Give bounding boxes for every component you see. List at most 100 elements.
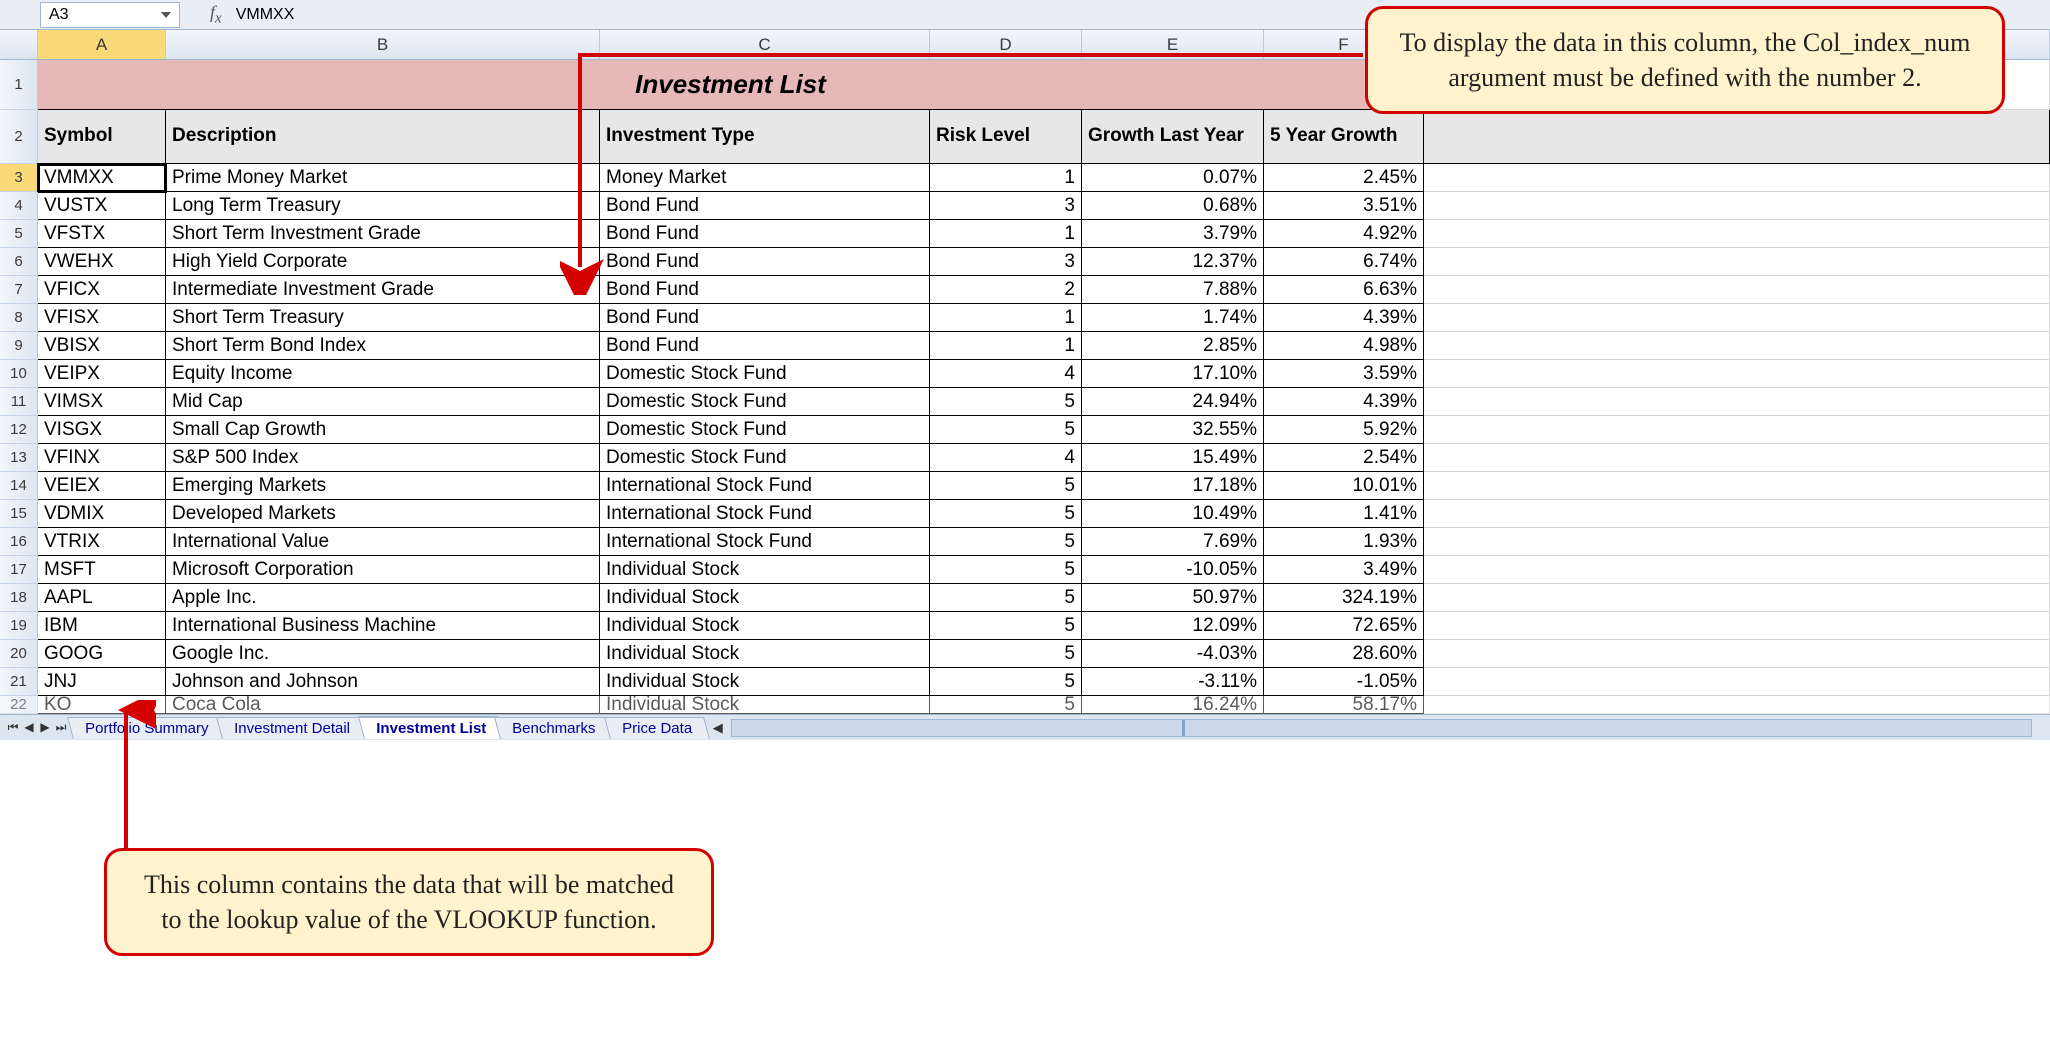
data-cell[interactable]: Bond Fund [600, 192, 930, 220]
blank-cell[interactable] [1424, 668, 2050, 696]
data-cell[interactable]: 2.54% [1264, 444, 1424, 472]
data-cell[interactable]: VFSTX [38, 220, 166, 248]
blank-cell[interactable] [1424, 164, 2050, 192]
column-header[interactable]: Risk Level [930, 110, 1082, 164]
data-cell[interactable]: Google Inc. [166, 640, 600, 668]
row-header[interactable]: 19 [0, 612, 38, 640]
data-cell[interactable]: Emerging Markets [166, 472, 600, 500]
blank-cell[interactable] [1424, 110, 2050, 164]
data-cell[interactable]: -10.05% [1082, 556, 1264, 584]
data-cell[interactable]: 5 [930, 416, 1082, 444]
data-cell[interactable]: 5 [930, 668, 1082, 696]
row-header[interactable]: 18 [0, 584, 38, 612]
data-cell[interactable]: Short Term Treasury [166, 304, 600, 332]
data-cell[interactable]: 32.55% [1082, 416, 1264, 444]
data-cell[interactable]: VEIPX [38, 360, 166, 388]
data-cell[interactable]: VIMSX [38, 388, 166, 416]
row-header[interactable]: 5 [0, 220, 38, 248]
row-header[interactable]: 13 [0, 444, 38, 472]
blank-cell[interactable] [1424, 696, 2050, 714]
data-cell[interactable]: Short Term Investment Grade [166, 220, 600, 248]
data-cell[interactable]: International Business Machine [166, 612, 600, 640]
name-box[interactable]: A3 [40, 2, 180, 28]
col-header-b[interactable]: B [166, 30, 600, 59]
data-cell[interactable]: Individual Stock [600, 612, 930, 640]
data-cell[interactable]: 4 [930, 444, 1082, 472]
table-title[interactable]: Investment List [38, 60, 1424, 110]
data-cell[interactable]: VISGX [38, 416, 166, 444]
h-scrollbar[interactable] [731, 719, 2032, 737]
column-header[interactable]: Description [166, 110, 600, 164]
data-cell[interactable]: 1 [930, 164, 1082, 192]
data-cell[interactable]: VFICX [38, 276, 166, 304]
data-cell[interactable]: 3 [930, 248, 1082, 276]
data-cell[interactable]: 5 [930, 472, 1082, 500]
data-cell[interactable]: VBISX [38, 332, 166, 360]
column-header[interactable]: Investment Type [600, 110, 930, 164]
tab-last-icon[interactable]: ⏭ [54, 720, 68, 735]
data-cell[interactable]: 12.09% [1082, 612, 1264, 640]
row-header[interactable]: 12 [0, 416, 38, 444]
row-header[interactable]: 8 [0, 304, 38, 332]
blank-cell[interactable] [1424, 360, 2050, 388]
data-cell[interactable]: 6.63% [1264, 276, 1424, 304]
tab-next-icon[interactable]: ▶ [38, 720, 52, 735]
sheet-tab[interactable]: Investment Detail [216, 717, 368, 739]
sheet-tab[interactable]: Benchmarks [494, 717, 613, 739]
data-cell[interactable]: 5 [930, 612, 1082, 640]
blank-cell[interactable] [1424, 276, 2050, 304]
row-header[interactable]: 7 [0, 276, 38, 304]
blank-cell[interactable] [1424, 332, 2050, 360]
data-cell[interactable]: Intermediate Investment Grade [166, 276, 600, 304]
data-cell[interactable]: Developed Markets [166, 500, 600, 528]
data-cell[interactable]: 5 [930, 500, 1082, 528]
data-cell[interactable]: Individual Stock [600, 668, 930, 696]
data-cell[interactable]: 1 [930, 332, 1082, 360]
data-cell[interactable]: Domestic Stock Fund [600, 416, 930, 444]
data-cell[interactable]: 3.79% [1082, 220, 1264, 248]
data-cell[interactable]: 4 [930, 360, 1082, 388]
data-cell[interactable]: 4.39% [1264, 388, 1424, 416]
data-cell[interactable]: GOOG [38, 640, 166, 668]
data-cell[interactable]: 1.41% [1264, 500, 1424, 528]
data-cell[interactable]: Apple Inc. [166, 584, 600, 612]
data-cell[interactable]: Individual Stock [600, 556, 930, 584]
data-cell[interactable]: 6.74% [1264, 248, 1424, 276]
data-cell[interactable]: KO [38, 696, 166, 714]
data-cell[interactable]: Bond Fund [600, 220, 930, 248]
select-all-corner[interactable] [0, 30, 38, 59]
row-header[interactable]: 2 [0, 110, 38, 164]
row-header[interactable]: 15 [0, 500, 38, 528]
formula-input[interactable] [232, 3, 482, 27]
blank-cell[interactable] [1424, 640, 2050, 668]
row-header[interactable]: 20 [0, 640, 38, 668]
sheet-tab[interactable]: Investment List [358, 716, 504, 739]
data-cell[interactable]: Johnson and Johnson [166, 668, 600, 696]
data-cell[interactable]: 5 [930, 584, 1082, 612]
row-header[interactable]: 14 [0, 472, 38, 500]
data-cell[interactable]: Domestic Stock Fund [600, 444, 930, 472]
data-cell[interactable]: MSFT [38, 556, 166, 584]
data-cell[interactable]: 17.18% [1082, 472, 1264, 500]
data-cell[interactable]: 10.01% [1264, 472, 1424, 500]
data-cell[interactable]: VWEHX [38, 248, 166, 276]
col-header-a[interactable]: A [38, 30, 166, 59]
data-cell[interactable]: 4.98% [1264, 332, 1424, 360]
data-cell[interactable]: Domestic Stock Fund [600, 360, 930, 388]
data-cell[interactable]: VEIEX [38, 472, 166, 500]
data-cell[interactable]: 0.68% [1082, 192, 1264, 220]
data-cell[interactable]: 5 [930, 640, 1082, 668]
data-cell[interactable]: Money Market [600, 164, 930, 192]
row-header[interactable]: 9 [0, 332, 38, 360]
data-cell[interactable]: Bond Fund [600, 332, 930, 360]
data-cell[interactable]: 1.93% [1264, 528, 1424, 556]
data-cell[interactable]: International Stock Fund [600, 528, 930, 556]
data-cell[interactable]: 0.07% [1082, 164, 1264, 192]
blank-cell[interactable] [1424, 248, 2050, 276]
column-header[interactable]: 5 Year Growth [1264, 110, 1424, 164]
data-cell[interactable]: 15.49% [1082, 444, 1264, 472]
data-cell[interactable]: International Value [166, 528, 600, 556]
column-header[interactable]: Symbol [38, 110, 166, 164]
data-cell[interactable]: JNJ [38, 668, 166, 696]
data-cell[interactable]: 7.69% [1082, 528, 1264, 556]
